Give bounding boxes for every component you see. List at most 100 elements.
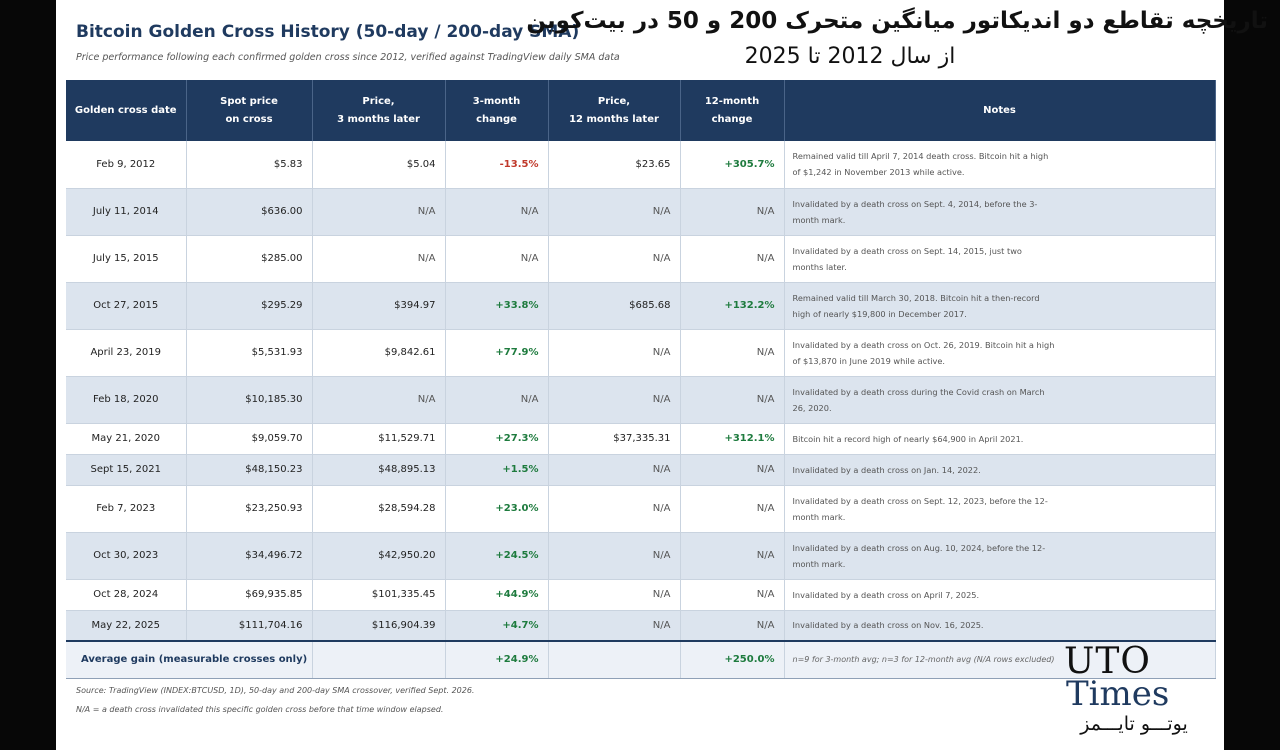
cell-price-3m: $48,895.13 [312,454,446,486]
table-row: Oct 30, 2023 $34,496.72 $42,950.20 +24.5% N/… [66,532,1216,580]
table-row: Feb 9, 2012 $5.83 $5.04 -13.5% $23.65 +305.7%… [66,141,1216,189]
cell-cross-date: Oct 30, 2023 [66,532,187,580]
cell-spot-price: $23,250.93 [186,485,313,533]
uto-times-logo: UTO Times یوتـــو تایـــمز [1062,643,1212,743]
cell-change-3m: +24.5% [445,532,549,580]
cell-notes: Invalidated by a death cross on April 7,… [784,579,1216,611]
cell-price-12m: N/A [548,532,681,580]
cell-price-3m: $116,904.39 [312,610,446,642]
cell-price-3m: N/A [312,188,446,236]
average-note: n=9 for 3-month avg; n=3 for 12-month av… [784,640,1216,679]
cell-cross-date: July 15, 2015 [66,235,187,283]
average-change-3m: +24.9% [445,640,549,679]
table-row: April 23, 2019 $5,531.93 $9,842.61 +77.9% N/… [66,329,1216,377]
logo-line-1: UTO [1064,641,1151,682]
cell-change-12m: +312.1% [680,423,785,455]
table-row: Oct 28, 2024 $69,935.85 $101,335.45 +44.9% N… [66,579,1216,611]
cell-change-3m: N/A [445,235,549,283]
cell-change-3m: N/A [445,188,549,236]
cell-cross-date: Feb 18, 2020 [66,376,187,424]
cell-change-3m: +1.5% [445,454,549,486]
cell-price-12m: N/A [548,485,681,533]
header-spot-price: Spot price on cross [186,80,313,141]
cell-price-3m: $11,529.71 [312,423,446,455]
cell-notes: Invalidated by a death cross during the … [784,376,1216,424]
cell-cross-date: Feb 7, 2023 [66,485,187,533]
cell-price-3m: N/A [312,235,446,283]
average-label: Average gain (measurable crosses only) [66,640,313,679]
table-row: May 21, 2020 $9,059.70 $11,529.71 +27.3% $37… [66,423,1216,455]
cell-price-12m: N/A [548,376,681,424]
cell-price-3m: $28,594.28 [312,485,446,533]
cell-change-12m: +132.2% [680,282,785,330]
cell-change-3m: +4.7% [445,610,549,642]
cell-notes: Invalidated by a death cross on Sept. 12… [784,485,1216,533]
cell-price-3m: $9,842.61 [312,329,446,377]
cell-price-3m: $101,335.45 [312,579,446,611]
cell-spot-price: $636.00 [186,188,313,236]
logo-line-2: Times [1066,674,1170,714]
cell-change-3m: +27.3% [445,423,549,455]
cell-change-12m: N/A [680,235,785,283]
cell-cross-date: April 23, 2019 [66,329,187,377]
table-row: July 15, 2015 $285.00 N/A N/A N/A N/A Invalida… [66,235,1216,283]
cell-change-3m: N/A [445,376,549,424]
cell-price-3m: $5.04 [312,141,446,189]
header-price-12m: Price, 12 months later [548,80,681,141]
persian-subtitle: از سال 2012 تا 2025 [744,44,956,69]
golden-cross-table: Golden cross date Spot price on cross Pr… [66,80,1216,679]
cell-price-12m: N/A [548,235,681,283]
cell-cross-date: Sept 15, 2021 [66,454,187,486]
persian-title: تاریخچه تقاطع دو اندیکاتور میانگین متحرک… [526,8,1268,34]
cell-notes: Remained valid till March 30, 2018. Bitc… [784,282,1216,330]
cell-change-12m: N/A [680,188,785,236]
table-row: Feb 7, 2023 $23,250.93 $28,594.28 +23.0% N/A… [66,485,1216,533]
table-header-row: Golden cross date Spot price on cross Pr… [66,80,1216,141]
cell-price-12m: N/A [548,188,681,236]
cell-spot-price: $10,185.30 [186,376,313,424]
cell-price-3m: $42,950.20 [312,532,446,580]
header-change-12m: 12-month change [680,80,785,141]
na-footnote: N/A = a death cross invalidated this spe… [76,705,444,714]
cell-cross-date: Oct 28, 2024 [66,579,187,611]
cell-notes: Remained valid till April 7, 2014 death … [784,141,1216,189]
cell-notes: Invalidated by a death cross on Jan. 14,… [784,454,1216,486]
cell-price-3m: $394.97 [312,282,446,330]
page-subtitle: Price performance following each confirm… [76,52,620,63]
page-title: Bitcoin Golden Cross History (50-day / 2… [76,22,580,42]
cell-spot-price: $48,150.23 [186,454,313,486]
cell-price-12m: N/A [548,329,681,377]
header-change-3m: 3-month change [445,80,549,141]
cell-price-12m: $23.65 [548,141,681,189]
header-cross-date: Golden cross date [66,80,187,141]
header-price-3m: Price, 3 months later [312,80,446,141]
average-empty-cell [312,640,446,679]
cell-cross-date: Oct 27, 2015 [66,282,187,330]
cell-spot-price: $5,531.93 [186,329,313,377]
cell-change-12m: N/A [680,532,785,580]
cell-change-12m: N/A [680,610,785,642]
table-row: Oct 27, 2015 $295.29 $394.97 +33.8% $685.68 +… [66,282,1216,330]
cell-notes: Invalidated by a death cross on Sept. 14… [784,235,1216,283]
cell-spot-price: $69,935.85 [186,579,313,611]
cell-cross-date: Feb 9, 2012 [66,141,187,189]
cell-cross-date: July 11, 2014 [66,188,187,236]
cell-cross-date: May 22, 2025 [66,610,187,642]
cell-change-3m: -13.5% [445,141,549,189]
source-note: Source: TradingView (INDEX:BTCUSD, 1D), … [76,686,475,695]
cell-notes: Invalidated by a death cross on Nov. 16,… [784,610,1216,642]
average-empty-cell [548,640,681,679]
table-row: May 22, 2025 $111,704.16 $116,904.39 +4.7% N… [66,610,1216,642]
cell-change-12m: N/A [680,329,785,377]
report-sheet: Bitcoin Golden Cross History (50-day / 2… [56,0,1224,750]
cell-change-12m: +305.7% [680,141,785,189]
cell-notes: Invalidated by a death cross on Sept. 4,… [784,188,1216,236]
cell-change-12m: N/A [680,376,785,424]
cell-price-12m: $37,335.31 [548,423,681,455]
cell-spot-price: $285.00 [186,235,313,283]
cell-change-12m: N/A [680,579,785,611]
header-notes: Notes [784,80,1216,141]
average-change-12m: +250.0% [680,640,785,679]
cell-spot-price: $5.83 [186,141,313,189]
cell-notes: Bitcoin hit a record high of nearly $64,… [784,423,1216,455]
